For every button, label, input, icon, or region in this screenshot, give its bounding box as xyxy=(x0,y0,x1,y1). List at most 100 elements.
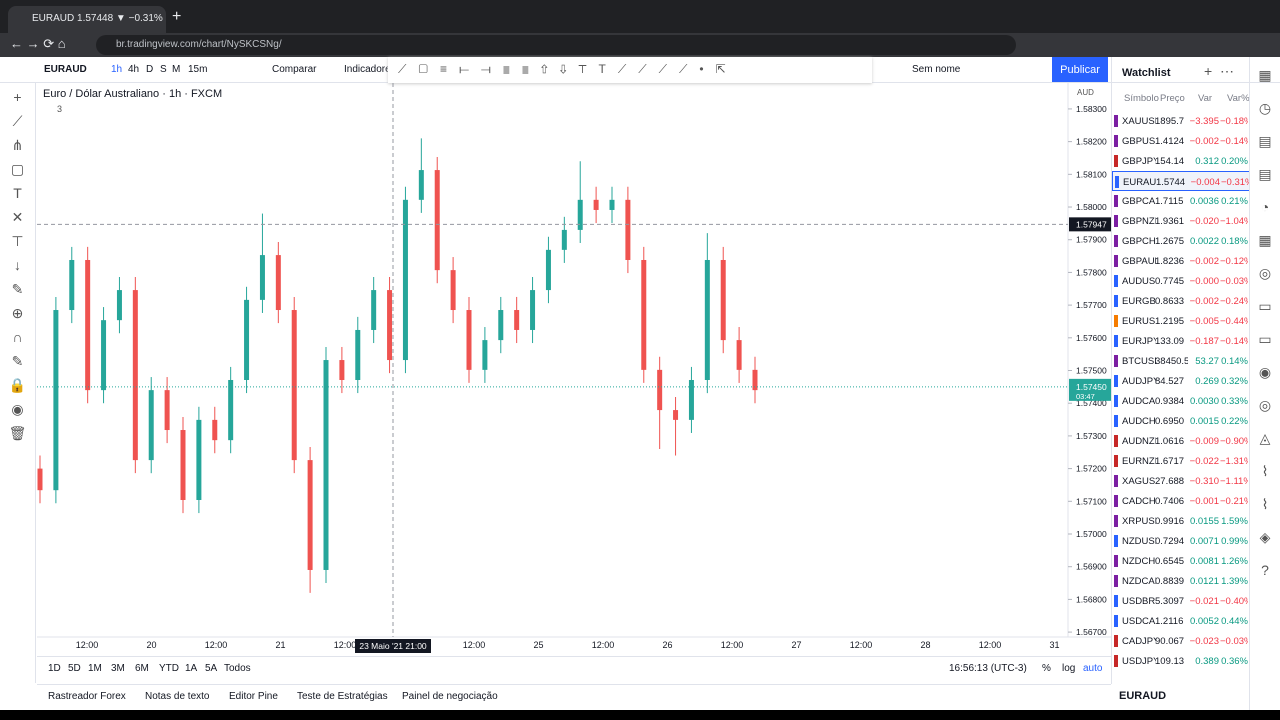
row-marker xyxy=(1114,295,1118,307)
change-pct: 0.14% xyxy=(1221,356,1248,367)
row-marker xyxy=(1114,615,1118,627)
watchlist-row[interactable]: USDBRL5.3097 −0.021−0.40% xyxy=(1112,591,1249,611)
scale-option[interactable]: auto xyxy=(1083,663,1103,674)
price: 0.8839 xyxy=(1155,576,1185,587)
panel-tab[interactable]: Painel de negociação xyxy=(402,691,498,702)
scale-option[interactable]: log xyxy=(1062,663,1076,674)
interval[interactable]: D xyxy=(146,64,154,75)
candle-body xyxy=(228,379,234,441)
interval[interactable]: 1h xyxy=(111,64,123,75)
symbol: GBPNZD xyxy=(1122,216,1156,227)
watchlist-row[interactable]: XAUUSD1895.7 −3.395−0.18% xyxy=(1112,111,1249,131)
watchlist-row[interactable]: GBPJPY 154.14 0.312 0.20% xyxy=(1112,151,1249,171)
range[interactable]: 5A xyxy=(205,663,218,674)
interval[interactable]: 4h xyxy=(128,64,140,75)
y-tick-label: 1.58200 xyxy=(1076,137,1107,147)
publish[interactable]: Publicar xyxy=(1052,57,1108,82)
nav-buttons[interactable]: ← → ⟳ ⌂ xyxy=(10,36,66,51)
watchlist-row[interactable]: EURGBP0.8633 −0.002−0.24% xyxy=(1112,291,1249,311)
watchlist-row[interactable]: EURNZD1.6717 −0.022−1.31% xyxy=(1112,451,1249,471)
symbol: XAGUSD xyxy=(1122,476,1156,487)
watchlist-title[interactable]: Watchlist xyxy=(1122,67,1171,79)
x-tick-label: 25 xyxy=(533,640,543,650)
watchlist-row[interactable]: EURUSD1.2195 −0.005−0.44% xyxy=(1112,311,1249,331)
watchlist-row[interactable]: CADCHF0.7406 −0.001−0.21% xyxy=(1112,491,1249,511)
candle-body xyxy=(641,259,647,370)
compare[interactable]: Comparar xyxy=(272,64,317,75)
left-toolbar[interactable]: + ⟋ ⋔ ▢ T ✕ ⊤ ↓ ✎ ⊕ ∩ ✎ 🔒 ◉ 🗑 xyxy=(0,83,36,683)
price: 0.7294 xyxy=(1155,536,1185,547)
watchlist-row[interactable]: GBPNZD1.9361 −0.020−1.04% xyxy=(1112,211,1249,231)
range[interactable]: Todos xyxy=(224,663,251,674)
url[interactable]: br.tradingview.com/chart/NySKCSNg/ xyxy=(96,35,1016,55)
y-tick-label: 1.57900 xyxy=(1076,235,1107,245)
range[interactable]: 5D xyxy=(68,663,81,674)
interval[interactable]: M xyxy=(172,64,181,75)
new-tab[interactable]: + xyxy=(172,8,182,25)
panel-tab[interactable]: Rastreador Forex xyxy=(48,691,126,702)
change-pct: −0.12% xyxy=(1220,256,1248,267)
x-tick-label: 12:00 xyxy=(76,640,99,650)
watchlist-row[interactable]: XAGUSD27.688 −0.310−1.11% xyxy=(1112,471,1249,491)
symbol: USDCAD xyxy=(1122,616,1156,627)
change: −0.002 xyxy=(1189,296,1219,307)
watchlist-row[interactable]: GBPUSD1.4124 −0.002−0.14% xyxy=(1112,131,1249,151)
watchlist-row[interactable]: USDJPY 109.13 0.389 0.36% xyxy=(1112,651,1249,671)
tab[interactable]: EURAUD 1.57448 ▼ −0.31% Sem nome xyxy=(8,6,166,33)
panel-tab[interactable]: Notas de texto xyxy=(145,691,210,702)
change-pct: 0.99% xyxy=(1221,536,1248,547)
layout-name[interactable]: Sem nome xyxy=(912,64,961,75)
change: 0.0071 xyxy=(1189,536,1219,547)
symbol: AUDJPY xyxy=(1122,376,1156,387)
candle-body xyxy=(37,468,43,491)
indicators[interactable]: Indicadores xyxy=(344,64,396,75)
watchlist-row[interactable]: AUDNZD1.0616 −0.009−0.90% xyxy=(1112,431,1249,451)
row-marker xyxy=(1114,375,1118,387)
footer-symbol[interactable]: EURAUD xyxy=(1119,690,1167,702)
watchlist-row[interactable]: AUDUSD0.7745 −0.000−0.03% xyxy=(1112,271,1249,291)
interval[interactable]: 15m xyxy=(188,64,208,75)
range[interactable]: 3M xyxy=(111,663,125,674)
watchlist-row[interactable]: GBPAUD1.8236 −0.002−0.12% xyxy=(1112,251,1249,271)
indicator-count[interactable]: 3 xyxy=(57,104,62,114)
range[interactable]: 1M xyxy=(88,663,102,674)
range[interactable]: 6M xyxy=(135,663,149,674)
change-pct: −0.21% xyxy=(1220,496,1248,507)
drawing-toolbar[interactable]: ⟋▢≡⟝⟞≣≣⇧⇩⊤T⟋⟋⟋⟋•⇱ xyxy=(388,57,872,83)
change-pct: 1.59% xyxy=(1221,516,1248,527)
range[interactable]: 1A xyxy=(185,663,198,674)
panel-tab[interactable]: Editor Pine xyxy=(229,691,278,702)
price: 38450.5 xyxy=(1155,356,1188,367)
panel-tab[interactable]: Teste de Estratégias xyxy=(297,691,388,702)
candle-body xyxy=(355,329,361,380)
scale-option[interactable]: % xyxy=(1042,663,1051,674)
price: 1.4124 xyxy=(1155,136,1185,147)
range[interactable]: YTD xyxy=(159,663,179,674)
watchlist-row[interactable]: BTCUSD38450.5 53.270.14% xyxy=(1112,351,1249,371)
interval[interactable]: S xyxy=(160,64,167,75)
column-header: Preço xyxy=(1160,93,1185,104)
range[interactable]: 1D xyxy=(48,663,61,674)
candle-body xyxy=(450,270,456,311)
symbol: EURAUD xyxy=(1123,177,1157,188)
symbol: CADCHF xyxy=(1122,496,1156,507)
x-tick-label: 26 xyxy=(662,640,672,650)
watchlist-row[interactable]: AUDJPY 84.527 0.269 0.32% xyxy=(1112,371,1249,391)
candle-body xyxy=(132,290,138,461)
watchlist-actions[interactable]: + ⋯ xyxy=(1204,63,1234,79)
change: 0.0036 xyxy=(1189,196,1219,207)
right-sidebar[interactable]: ▦ ◷ ▤ ▤ ◔ ▦ ◎ ▭ ▭ ◉ ◎ ◬ ⌇ ⌇ ◈? xyxy=(1249,57,1280,710)
symbol[interactable]: EURAUD xyxy=(44,64,87,75)
